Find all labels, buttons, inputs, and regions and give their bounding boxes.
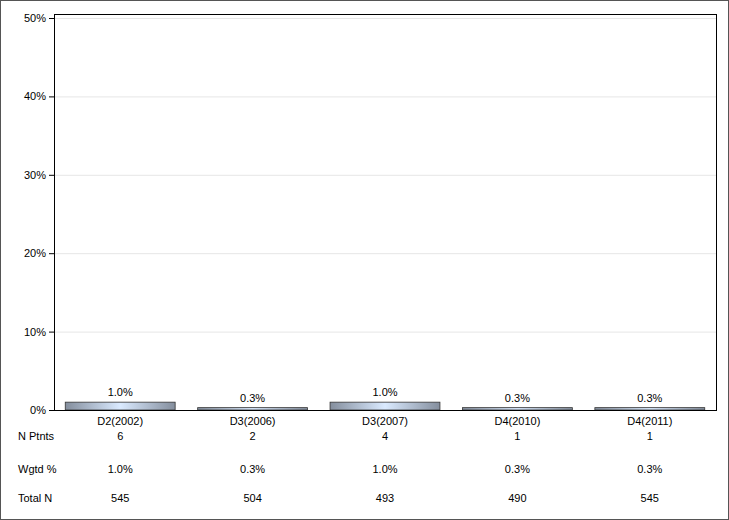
data-label: 1.0%	[108, 386, 133, 398]
y-tick: 20%	[24, 247, 54, 259]
y-tick-label: 10%	[24, 326, 46, 338]
chart: 0% 10% 20% 30% 40% 50% D2(2002) D3(2006) D3(2007…	[0, 0, 729, 520]
table-cell: 0.3%	[240, 463, 265, 475]
bar	[330, 402, 440, 410]
y-tick-label: 50%	[24, 12, 46, 24]
y-tick-mark	[49, 175, 54, 176]
y-tick-mark	[49, 332, 54, 333]
grid-line	[54, 253, 716, 254]
y-tick: 40%	[24, 90, 54, 102]
x-tick-label: D4(2011)	[627, 415, 672, 427]
y-tick-label: 0%	[30, 404, 46, 416]
y-tick-mark	[49, 253, 54, 254]
table: N Ptnts 6 2 4 1 1 Wgtd % 1.0% 0.3% 1.0% 0.3% 0.3% To…	[18, 430, 663, 504]
bar	[595, 408, 705, 410]
table-cell: 4	[382, 430, 388, 442]
plot-frame	[55, 15, 717, 411]
data-label: 1.0%	[372, 386, 397, 398]
x-tick: D4(2010)	[494, 410, 540, 427]
x-axis: D2(2002) D3(2006) D3(2007) D4(2010) D4(2011)	[55, 410, 717, 427]
y-tick-label: 20%	[24, 247, 46, 259]
data-label: 0.3%	[240, 392, 265, 404]
table-cell: 1	[514, 430, 520, 442]
y-tick-label: 40%	[24, 90, 46, 102]
y-tick-mark	[49, 18, 54, 19]
y-tick: 0%	[30, 404, 54, 416]
x-axis-line	[55, 410, 717, 411]
grid-line	[54, 410, 716, 411]
y-axis: 0% 10% 20% 30% 40% 50%	[24, 12, 55, 416]
bar	[198, 408, 308, 410]
y-tick: 10%	[24, 326, 54, 338]
table-cell: 6	[117, 430, 123, 442]
bar	[65, 402, 175, 410]
table-cell: 545	[111, 492, 129, 504]
y-tick: 50%	[24, 12, 54, 24]
data-label: 0.3%	[637, 392, 662, 404]
table-cell: 0.3%	[637, 463, 662, 475]
x-tick-label: D4(2010)	[494, 415, 540, 427]
data-label: 0.3%	[505, 392, 530, 404]
table-cell: 2	[250, 430, 256, 442]
outer-border	[1, 1, 729, 520]
row-label: N Ptnts	[18, 430, 55, 442]
bar	[462, 408, 572, 410]
data-labels: 1.0% 0.3% 1.0% 0.3% 0.3%	[108, 386, 663, 403]
bars	[65, 402, 704, 410]
y-axis-line	[54, 19, 55, 411]
x-tick-label: D2(2002)	[97, 415, 143, 427]
grid-line	[54, 18, 716, 19]
x-tick: D3(2007)	[362, 410, 408, 427]
table-cell: 493	[376, 492, 394, 504]
y-tick: 30%	[24, 169, 54, 181]
grid	[54, 19, 716, 411]
row-label: Total N	[18, 492, 52, 504]
x-tick-label: D3(2006)	[230, 415, 276, 427]
table-cell: 545	[641, 492, 659, 504]
y-tick-label: 30%	[24, 169, 46, 181]
x-tick: D3(2006)	[230, 410, 276, 427]
table-cell: 1.0%	[372, 463, 397, 475]
row-label: Wgtd %	[18, 463, 57, 475]
grid-line	[54, 332, 716, 333]
table-cell: 1	[647, 430, 653, 442]
grid-line	[54, 175, 716, 176]
x-tick: D4(2011)	[627, 410, 672, 427]
table-cell: 0.3%	[505, 463, 530, 475]
table-cell: 504	[243, 492, 261, 504]
grid-line	[54, 96, 716, 97]
table-cell: 1.0%	[108, 463, 133, 475]
y-tick-mark	[49, 410, 54, 411]
x-tick: D2(2002)	[97, 410, 143, 427]
y-tick-mark	[49, 96, 54, 97]
x-tick-label: D3(2007)	[362, 415, 408, 427]
table-cell: 490	[508, 492, 526, 504]
